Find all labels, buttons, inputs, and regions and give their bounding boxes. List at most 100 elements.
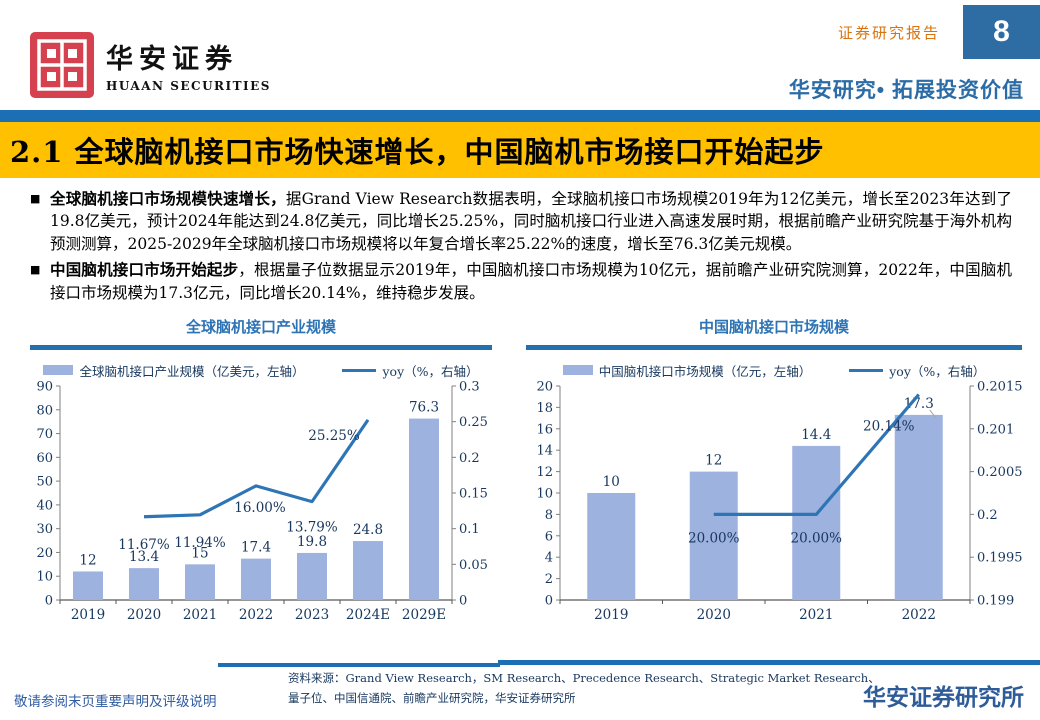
svg-text:0.25: 0.25 — [459, 416, 488, 431]
chart-title: 中国脑机接口市场规模 — [698, 318, 849, 337]
svg-text:0: 0 — [545, 594, 553, 609]
footer-disclaimer: 敬请参阅末页重要声明及评级说明 — [14, 694, 217, 710]
legend-item-line: yoy（%，右轴） — [849, 361, 985, 380]
page-number: 8 — [993, 15, 1010, 48]
svg-text:4: 4 — [545, 551, 553, 566]
huaan-logo-icon — [30, 32, 94, 98]
svg-text:2022: 2022 — [902, 607, 936, 623]
bullet-body-text: 据Grand View Research数据表明，全球脑机接口市场规模2019年… — [50, 190, 1012, 253]
svg-text:11.94%: 11.94% — [174, 535, 226, 551]
svg-text:2024E: 2024E — [346, 607, 390, 623]
legend-label: 全球脑机接口产业规模（亿美元，左轴） — [79, 363, 305, 379]
svg-text:80: 80 — [36, 404, 53, 419]
svg-text:0: 0 — [459, 594, 467, 609]
bullet-square-icon: ■ — [30, 263, 41, 277]
svg-text:17.4: 17.4 — [241, 540, 271, 556]
svg-text:6: 6 — [545, 530, 553, 545]
svg-text:25.25%: 25.25% — [308, 428, 360, 444]
svg-text:0.3: 0.3 — [459, 380, 480, 395]
svg-text:60: 60 — [36, 451, 53, 466]
legend-item-line: yoy（%，右轴） — [342, 361, 479, 380]
report-type-label: 证券研究报告 — [837, 24, 940, 42]
svg-text:20: 20 — [536, 380, 553, 395]
svg-text:13.79%: 13.79% — [286, 520, 338, 536]
china-bci-combo-chart: 0 2 4 6 8 10 12 14 16 18 20 0.199 0.1995 0.2 0.2005 0.2… — [536, 380, 1022, 624]
chart-title: 全球脑机接口产业规模 — [185, 318, 336, 337]
company-logo: 华安证券 HUAAN SECURITIES — [30, 32, 271, 98]
china-bci-chart-panel: 中国脑机接口市场规模 中国脑机接口市场规模（亿元，左轴） yoy（%，右轴） 0… — [526, 316, 1022, 636]
svg-text:76.3: 76.3 — [409, 400, 439, 416]
svg-text:20.00%: 20.00% — [791, 531, 843, 547]
svg-text:2019: 2019 — [594, 607, 628, 623]
bullet-body-text: ，根据量子位数据显示2019年，中国脑机接口市场规模为10亿元，据前瞻产业研究院… — [50, 261, 1012, 302]
page-number-badge: 8 — [963, 5, 1040, 59]
svg-text:0.199: 0.199 — [977, 594, 1014, 609]
bullet-lead-text: 全球脑机接口市场规模快速增长， — [50, 189, 286, 208]
svg-text:2021: 2021 — [799, 607, 833, 623]
bar-swatch-icon — [562, 365, 593, 376]
svg-text:24.8: 24.8 — [353, 522, 383, 538]
svg-text:0.2015: 0.2015 — [977, 380, 1022, 395]
global-bci-combo-chart: 0 10 20 30 40 50 60 70 80 90 0 0.05 0.1 0.15 0.2 0.25 0.… — [36, 380, 488, 624]
svg-text:12: 12 — [536, 465, 553, 480]
svg-text:40: 40 — [36, 499, 53, 514]
line-swatch-icon — [849, 368, 884, 372]
header-divider-band — [0, 110, 1040, 122]
brand-name-en: HUAAN SECURITIES — [106, 79, 271, 93]
legend-item-bars: 全球脑机接口产业规模（亿美元，左轴） — [43, 361, 304, 380]
bullet-square-icon: ■ — [30, 192, 41, 205]
global-bci-chart-panel: 全球脑机接口产业规模 全球脑机接口产业规模（亿美元，左轴） yoy（%，右轴） … — [30, 316, 492, 636]
page-title: 2.1 全球脑机接口市场快速增长，中国脑机市场接口开始起步 — [10, 135, 825, 169]
footer-divider-right — [498, 660, 1040, 665]
svg-text:20.14%: 20.14% — [863, 419, 915, 435]
svg-text:0.1995: 0.1995 — [977, 551, 1022, 566]
legend-label: yoy（%，右轴） — [382, 363, 479, 379]
brand-slogan: 华安研究• 拓展投资价值 — [788, 79, 1024, 102]
svg-text:50: 50 — [36, 475, 53, 490]
svg-text:12: 12 — [79, 553, 96, 569]
body-text: ■ 全球脑机接口市场规模快速增长，据Grand View Research数据表… — [30, 188, 1012, 304]
svg-text:0.2: 0.2 — [459, 451, 480, 466]
svg-text:10: 10 — [536, 487, 553, 502]
svg-text:2021: 2021 — [183, 607, 217, 623]
svg-text:10: 10 — [603, 474, 620, 490]
legend-label: 中国脑机接口市场规模（亿元，左轴） — [598, 363, 812, 379]
svg-text:0.1: 0.1 — [459, 523, 480, 538]
svg-text:2019: 2019 — [71, 607, 105, 623]
svg-text:90: 90 — [36, 380, 53, 395]
brand-name-cn: 华安证券 — [106, 44, 238, 75]
svg-text:18: 18 — [536, 401, 553, 416]
svg-text:2023: 2023 — [295, 607, 329, 623]
svg-text:17.3: 17.3 — [904, 396, 934, 412]
legend-label: yoy（%，右轴） — [889, 363, 986, 379]
section-title-bar: 2.1 全球脑机接口市场快速增长，中国脑机市场接口开始起步 — [0, 122, 1040, 178]
footer-divider-left — [218, 663, 500, 667]
chart-legend: 全球脑机接口产业规模（亿美元，左轴） yoy（%，右轴） — [30, 361, 492, 380]
svg-text:16: 16 — [536, 423, 553, 438]
svg-text:20.00%: 20.00% — [688, 531, 740, 547]
svg-text:0.05: 0.05 — [459, 558, 488, 573]
chart-title-underline — [30, 345, 492, 351]
svg-text:0.2005: 0.2005 — [977, 465, 1022, 480]
svg-text:19.8: 19.8 — [297, 534, 327, 550]
svg-text:15: 15 — [191, 546, 208, 562]
svg-text:0.15: 0.15 — [459, 487, 488, 502]
line-swatch-icon — [342, 368, 377, 372]
svg-text:14: 14 — [536, 444, 553, 459]
legend-item-bars: 中国脑机接口市场规模（亿元，左轴） — [562, 361, 812, 380]
source-line-1: 资料来源：Grand View Research，SM Research、Pre… — [288, 671, 880, 685]
bullet-global-market: ■ 全球脑机接口市场规模快速增长，据Grand View Research数据表… — [30, 188, 1012, 255]
svg-text:0.2: 0.2 — [977, 508, 998, 523]
svg-text:0: 0 — [45, 594, 53, 609]
svg-text:2020: 2020 — [127, 607, 161, 623]
svg-text:16.00%: 16.00% — [234, 500, 286, 516]
data-source-note: 资料来源：Grand View Research，SM Research、Pre… — [288, 668, 880, 708]
svg-text:30: 30 — [36, 523, 53, 538]
chart-legend: 中国脑机接口市场规模（亿元，左轴） yoy（%，右轴） — [526, 361, 1022, 380]
svg-text:70: 70 — [36, 427, 53, 442]
svg-text:8: 8 — [545, 508, 553, 523]
svg-text:12: 12 — [705, 453, 722, 469]
header: 华安证券 HUAAN SECURITIES 证券研究报告 8 华安研究• 拓展投… — [0, 0, 1040, 110]
research-institute-label: 华安证券研究所 — [863, 684, 1024, 710]
